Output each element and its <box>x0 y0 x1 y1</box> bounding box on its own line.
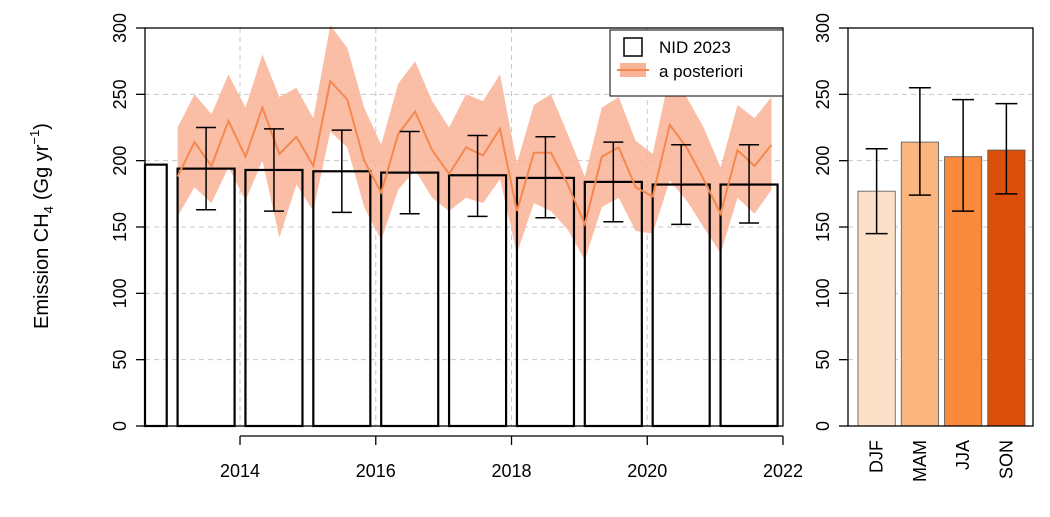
right-y-tick-label: 250 <box>813 79 833 109</box>
left-y-axis: 0 50 100 150 200 250 300 <box>110 13 145 431</box>
nid-errorbar-2016 <box>399 130 420 215</box>
y-axis-label-main: Emission CH <box>31 213 53 329</box>
right-y-tick-label: 50 <box>813 350 833 370</box>
left-y-tick-label: 150 <box>110 212 130 242</box>
nid-errorbar-2014 <box>263 128 284 212</box>
season-errorbar-mam <box>908 86 931 196</box>
right-y-tick-label: 300 <box>813 13 833 43</box>
left-y-tick-label: 250 <box>110 79 130 109</box>
right-y-tick-label: 150 <box>813 212 833 242</box>
nid-errorbar-2013 <box>196 126 217 211</box>
nid-errorbar-layer <box>196 126 760 226</box>
nid-errorbar-2021 <box>739 143 760 224</box>
left-x-tick-label: 2020 <box>627 461 667 481</box>
season-label-mam: MAM <box>910 440 930 482</box>
a-posteriori-line-layer <box>176 78 773 228</box>
y-axis-label: Emission CH4 (Gg yr−1) <box>27 123 56 329</box>
season-errorbar-djf <box>865 147 888 235</box>
right-y-tick-label: 200 <box>813 146 833 176</box>
right-y-tick-label: 100 <box>813 278 833 308</box>
legend-label-a-posteriori: a posteriori <box>659 62 743 81</box>
left-y-tick-label: 100 <box>110 278 130 308</box>
season-label-son: SON <box>996 440 1016 479</box>
season-errorbar-jja <box>952 98 975 212</box>
left-x-axis: 2014 2016 2018 2020 2022 <box>220 435 803 481</box>
y-axis-label-superscript: −1 <box>27 130 42 145</box>
nid-errorbar-2019 <box>603 141 624 223</box>
right-y-tick-label: 0 <box>813 421 833 431</box>
nid-errorbar-2015 <box>331 129 352 214</box>
left-y-tick-label: 50 <box>110 350 130 370</box>
season-label-jja: JJA <box>953 440 973 470</box>
season-label-djf: DJF <box>867 440 887 473</box>
season-errorbar-layer <box>865 86 1018 235</box>
legend-label-nid-2023: NID 2023 <box>659 38 731 57</box>
left-y-tick-label: 0 <box>110 421 130 431</box>
season-errorbar-son <box>995 102 1018 195</box>
right-y-axis: 0 50 100 150 200 250 300 <box>813 13 848 431</box>
left-x-tick-label: 2018 <box>491 461 531 481</box>
nid-errorbar-2018 <box>535 136 556 219</box>
legend: NID 2023 a posteriori <box>609 29 784 97</box>
nid-errorbar-2020 <box>671 143 692 226</box>
nid-errorbar-2017 <box>467 134 488 218</box>
y-axis-label-subscript: 4 <box>41 206 56 213</box>
left-x-tick-label: 2022 <box>763 461 803 481</box>
season-bar-layer <box>857 141 1026 427</box>
y-axis-label-close: ) <box>31 123 53 130</box>
y-axis-label-unit: (Gg yr <box>31 144 53 200</box>
a-posteriori-line <box>176 78 773 228</box>
right-x-axis: DJF MAM JJA SON <box>867 440 1017 482</box>
left-y-tick-label: 200 <box>110 146 130 176</box>
left-y-tick-label: 300 <box>110 13 130 43</box>
seasonal-emission-plot: 0 50 100 150 200 250 300 DJF MAM JJA SON <box>813 13 1034 482</box>
legend-swatch-nid-2023 <box>623 37 643 57</box>
a-posteriori-band-layer <box>177 25 772 261</box>
nid-bar-2012 <box>143 163 168 428</box>
left-x-tick-label: 2016 <box>356 461 396 481</box>
a-posteriori-uncertainty-band <box>177 25 772 261</box>
left-x-tick-label: 2014 <box>220 461 260 481</box>
